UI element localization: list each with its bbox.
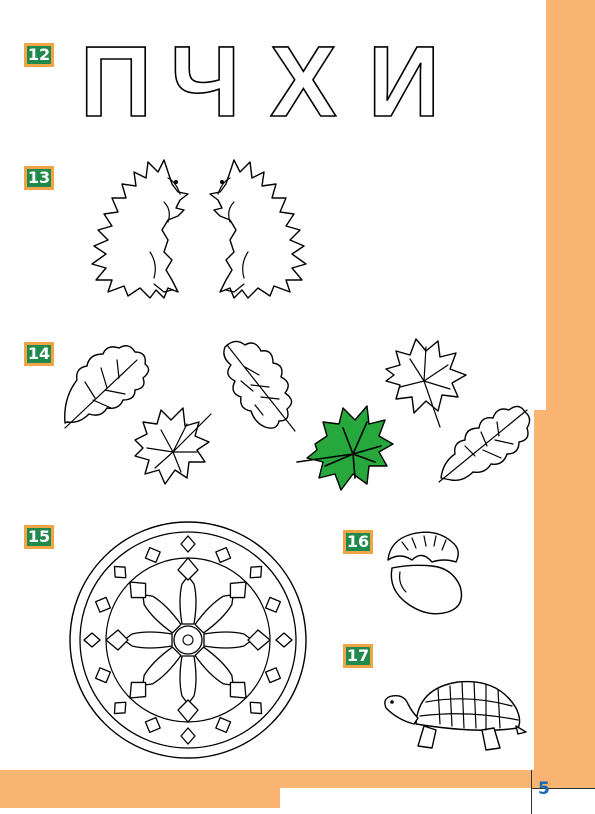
mandala-icon — [69, 521, 307, 759]
page-number: 5 — [538, 779, 550, 799]
orange-bottom-band — [0, 770, 595, 788]
maple-leaf-2-icon — [385, 338, 467, 428]
maple-leaf-1-icon — [134, 407, 212, 485]
maple-leaf-green-icon — [296, 405, 394, 491]
exercise-13-badge: 13 — [24, 166, 54, 190]
exercise-12-badge: 12 — [24, 43, 54, 67]
oak-leaf-3-icon — [438, 405, 531, 483]
letter-2: Ч — [170, 26, 240, 138]
hazelnut-icon — [387, 531, 463, 615]
oak-leaf-2-icon — [223, 340, 296, 432]
exercise-14-badge: 14 — [24, 342, 54, 366]
orange-right-border — [546, 0, 595, 770]
outlined-letters: П Ч Х И — [79, 25, 440, 139]
hedgehog-right-icon — [209, 159, 307, 299]
exercise-15-badge: 15 — [24, 525, 54, 549]
exercise-16-badge: 16 — [343, 530, 373, 554]
orange-bottom-band-left — [0, 786, 280, 808]
oak-leaf-1-icon — [64, 345, 150, 429]
turtle-icon — [384, 680, 527, 751]
page-number-rule — [531, 788, 595, 789]
letter-3: Х — [270, 26, 337, 138]
exercise-17-badge: 17 — [343, 644, 373, 668]
letter-1: П — [80, 26, 152, 138]
hedgehog-left-icon — [91, 159, 189, 299]
page-number-divider — [531, 770, 532, 814]
orange-right-border-step — [534, 410, 548, 770]
letter-4: И — [368, 26, 440, 138]
